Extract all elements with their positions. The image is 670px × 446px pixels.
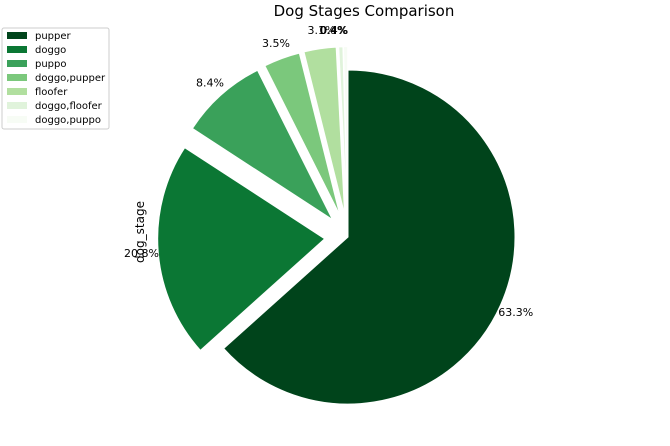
pie-label-doggo-floofer: 0.4% [320, 24, 348, 37]
pie-label-doggo-pupper: 3.5% [262, 37, 290, 50]
pie-label-doggo: 20.8% [124, 247, 159, 260]
legend-swatch-pupper [7, 32, 27, 39]
pie-label-floofer: 3.1% [308, 24, 336, 37]
legend-swatch-puppo [7, 60, 27, 67]
legend-swatch-floofer [7, 88, 27, 95]
pie-slice-floofer [303, 46, 346, 214]
legend-swatch-doggo-puppo [7, 116, 27, 123]
chart-title: Dog Stages Comparison [274, 2, 455, 20]
legend-swatch-doggo-floofer [7, 102, 27, 109]
legend-label-pupper: pupper [35, 31, 72, 42]
pie-slices [157, 46, 516, 405]
pie-percentage-labels: 63.3%20.8%8.4%3.5%3.1%0.4%0.4% [124, 24, 533, 319]
legend: pupper doggo puppo doggo,pupper floofer doggo… [1, 27, 110, 130]
pie-slice-doggo-puppo [342, 46, 349, 214]
legend-label-puppo: puppo [35, 59, 67, 70]
pie-slice-doggo-pupper [264, 52, 341, 216]
legend-swatch-doggo [7, 46, 27, 53]
pie-slice-doggo [157, 146, 326, 352]
pie-label-pupper: 63.3% [498, 306, 533, 319]
legend-label-doggo-puppo: doggo,puppo [35, 115, 101, 126]
legend-swatch-doggo-pupper [7, 74, 27, 81]
legend-label-floofer: floofer [35, 87, 68, 98]
legend-label-doggo-floofer: doggo,floofer [35, 101, 103, 112]
pie-slice-pupper [222, 69, 516, 405]
legend-frame [1, 27, 110, 130]
pie-slice-doggo-floofer [338, 46, 348, 214]
y-axis-label: dog_stage [133, 201, 147, 263]
legend-label-doggo: doggo [35, 45, 66, 56]
pie-slice-puppo [191, 69, 334, 221]
pie-label-puppo: 8.4% [196, 77, 224, 90]
legend-label-doggo-pupper: doggo,pupper [35, 73, 106, 84]
pie-label-doggo-puppo: 0.4% [319, 24, 347, 37]
